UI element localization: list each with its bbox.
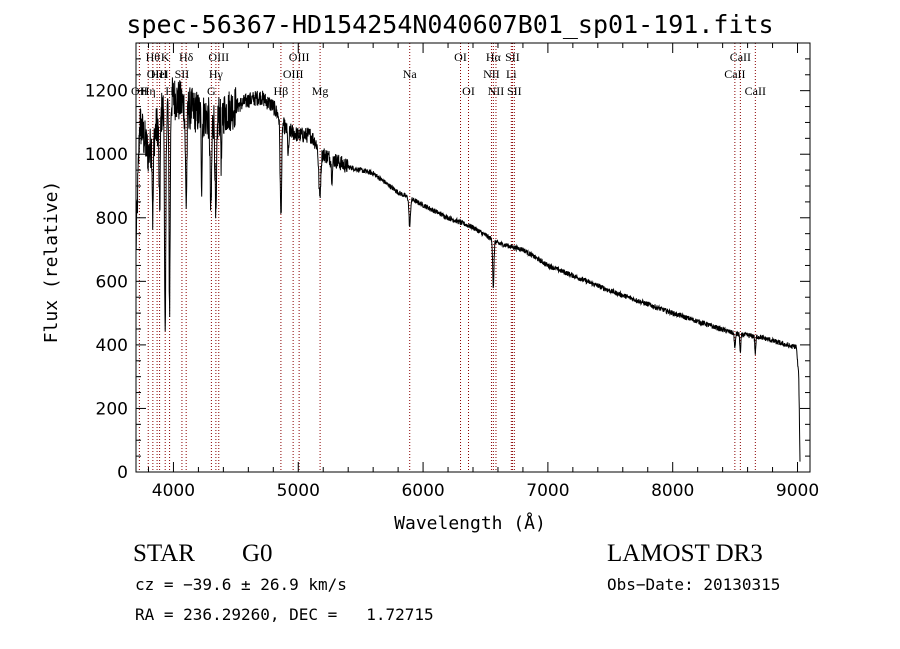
line-marker-label: NII <box>483 67 500 81</box>
y-tick-label: 600 <box>96 272 128 292</box>
object-class: STAR <box>133 540 195 567</box>
line-marker-label: OIII <box>289 50 310 64</box>
y-tick-label: 1200 <box>85 82 128 102</box>
line-markers <box>138 43 756 472</box>
object-subclass: G0 <box>242 540 273 567</box>
x-axis-label: Wavelength (Å) <box>394 512 546 534</box>
y-tick-label: 200 <box>96 399 128 419</box>
y-tick-label: 0 <box>117 463 128 483</box>
line-marker-label: H <box>165 84 174 98</box>
spectrum-line <box>135 77 801 462</box>
x-tick-label: 6000 <box>401 481 444 501</box>
line-marker-label: CaII <box>745 84 766 98</box>
line-marker-label: Hβ <box>274 84 289 98</box>
line-marker-label: SII <box>507 84 522 98</box>
line-marker-label: SII <box>175 67 190 81</box>
x-tick-label: 7000 <box>526 481 569 501</box>
line-marker-label: CaII <box>730 50 751 64</box>
line-marker-label: Hγ <box>209 67 224 81</box>
axis-ticks: 4000 5000 6000 7000 8000 9000 0 200 400 600 800 100… <box>85 42 819 501</box>
x-tick-label: 5000 <box>277 481 320 501</box>
line-marker-label: Hα <box>486 50 502 64</box>
y-tick-label: 400 <box>96 336 128 356</box>
x-tick-label: 8000 <box>651 481 694 501</box>
line-marker-label: G <box>207 84 216 98</box>
observation-date: Obs−Date: 20130315 <box>607 575 781 594</box>
survey-name: LAMOST DR3 <box>607 540 763 567</box>
y-tick-label: 1000 <box>85 145 128 165</box>
line-marker-label: OI <box>462 84 475 98</box>
chart-title: spec-56367-HD154254N040607B01_sp01-191.f… <box>126 10 774 39</box>
y-tick-label: 800 <box>96 209 128 229</box>
line-marker-label: OI <box>454 50 467 64</box>
line-marker-labels: OIIHηHθOIIIHeIKHSIIHδGHγOIIIHβOIIIOIIIMg… <box>131 50 766 98</box>
redshift-cz: cz = −39.6 ± 26.9 km/s <box>135 575 347 594</box>
line-marker-label: NII <box>488 84 505 98</box>
line-marker-label: HeI <box>151 67 169 81</box>
line-marker-label: OIII <box>283 67 304 81</box>
line-marker-label: OIII <box>208 50 229 64</box>
line-marker-label: Hδ <box>179 50 194 64</box>
ra-dec: RA = 236.29260, DEC = 1.72715 <box>135 605 434 624</box>
line-marker-label: CaII <box>724 67 745 81</box>
line-marker-label: K <box>161 50 170 64</box>
x-tick-label: 9000 <box>776 481 819 501</box>
line-marker-label: Na <box>403 67 418 81</box>
line-marker-label: OIII <box>147 67 168 81</box>
y-axis-label: Flux (relative) <box>41 181 62 344</box>
line-marker-label: Li <box>506 67 517 81</box>
line-marker-label: Mg <box>312 84 329 98</box>
line-marker-label: SII <box>505 50 520 64</box>
line-marker-label: Hη <box>141 84 156 98</box>
line-marker-label: Hθ <box>146 50 161 64</box>
x-tick-label: 4000 <box>152 481 195 501</box>
